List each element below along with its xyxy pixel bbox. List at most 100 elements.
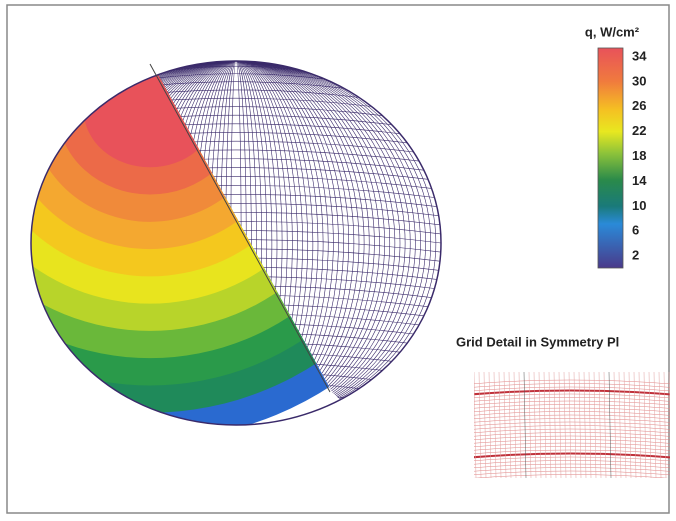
mesh-line [150,61,350,425]
inset-grid-line [653,372,657,478]
mesh-line [150,185,435,198]
mesh-line [171,65,301,71]
mesh-line [150,167,429,180]
inset-grid-line [668,372,670,439]
mesh-line [150,61,329,425]
colorbar-tick-label: 14 [632,173,647,188]
inset-grid-line [633,372,637,478]
inset-grid-line [488,372,492,478]
mesh-line [150,61,380,425]
inset-grid-line [518,372,522,478]
mesh-line [150,73,326,80]
inset-grid-line [583,372,587,478]
inset-grid-line [613,372,617,478]
inset-grid-line [553,372,557,478]
frame [6,4,670,514]
colorbar-tick-label: 18 [632,148,646,163]
mesh-line [150,61,426,425]
inset-grid-line [623,372,627,478]
inset-grid-line [474,470,670,476]
colorbar-tick-label: 22 [632,123,646,138]
inset-grid-line [483,372,487,478]
colorbar-label: q, W/cm² [585,24,640,39]
colorbar-tick-label: 34 [632,48,647,63]
mesh-line [150,61,365,425]
inset-grid-line [538,372,542,478]
inset-grid-line [474,414,670,420]
colorbar-tick-label: 30 [632,73,646,88]
inset-grid-line [474,418,670,423]
mesh-line [150,97,372,107]
mesh-line [150,61,421,425]
mesh-line [150,176,432,189]
mesh-line [150,89,360,98]
inset-grid-line [588,372,592,478]
inset-grid-line [474,435,670,441]
colorbar-tick-label: 10 [632,198,646,213]
mesh-line [150,203,439,216]
inset-grid-line [573,372,577,478]
mesh-line [150,212,441,226]
inset-grid-line [593,372,597,478]
mesh-line [150,61,370,425]
inset-grid-line [568,372,572,478]
mesh-line [150,61,355,425]
inset-grid-line [578,372,582,478]
inset-grid-line [563,372,567,478]
inset-grid-line [474,379,670,385]
mesh-line [150,61,396,425]
inset-grid-line [493,372,497,478]
mesh-line [150,61,416,425]
inset-grid-line [528,372,532,478]
inset-grid-line [474,421,670,427]
inset-grid-line [474,474,669,478]
inset-grid-line [513,372,517,478]
grid-detail-inset [474,372,670,478]
inset-grid-line [608,372,612,478]
inset-grid-line [638,372,642,478]
inset-grid-line [474,432,670,437]
mesh-line [150,61,334,425]
colorbar-tick-label: 6 [632,223,639,238]
mesh-line [150,61,406,425]
inset-grid-line [474,425,670,430]
body-outline [30,60,442,426]
inset-grid-line [474,411,670,416]
inset-grid-line [533,372,537,478]
mesh-line [150,140,414,153]
inset-grid-line [548,372,552,478]
inset-grid-line [498,372,502,478]
mesh-line [150,61,401,425]
inset-grid-line [558,372,562,478]
inset-title: Grid Detail in Symmetry Pl [456,334,619,349]
colorbar-tick-label: 26 [632,98,646,113]
inset-grid-line [618,372,622,478]
mesh-line [150,123,401,135]
mesh-line [150,61,432,425]
mesh-line [150,158,424,171]
inset-grid-line [648,372,652,478]
inset-grid-line [663,372,667,478]
inset-grid-line [508,372,512,478]
inset-grid-line [543,372,547,478]
mesh-line [150,61,360,425]
inset-grid-line [523,372,527,478]
inset-grid-line [603,372,607,478]
colorbar-tick-label: 2 [632,248,639,263]
inset-grid-line [478,372,482,478]
colorbar [597,47,624,269]
inset-grid-line [643,372,647,478]
mesh-line [150,61,411,425]
inset-grid-line [474,467,670,472]
mesh-line [150,132,408,144]
inset-grid-line [658,372,662,478]
symmetry-line [149,63,331,393]
mesh-line [150,106,383,116]
heat-flux-surface [31,61,441,425]
mesh-line [150,194,437,207]
mesh-line [150,149,420,162]
mesh-line [150,61,391,425]
inset-grid-line [503,372,507,478]
mesh-line [150,61,385,425]
